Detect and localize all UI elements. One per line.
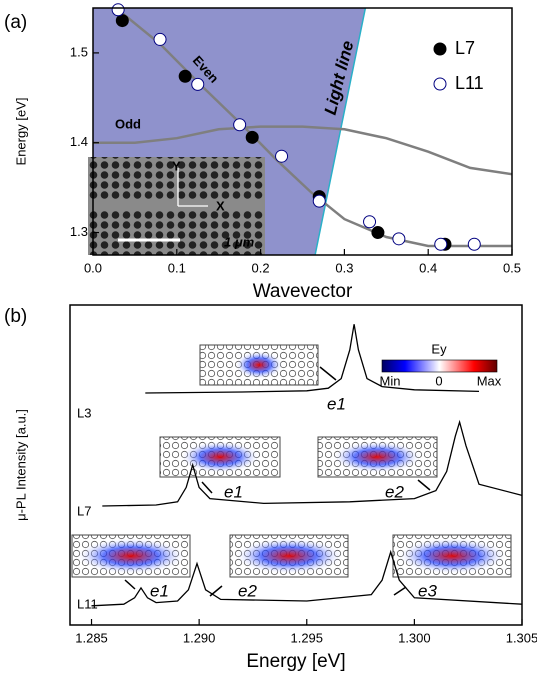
x-tick-label: 0.5 bbox=[503, 260, 521, 275]
legend-label: L7 bbox=[455, 38, 475, 58]
data-point bbox=[191, 77, 205, 91]
data-point bbox=[178, 69, 192, 83]
spectrum-label: L7 bbox=[77, 503, 91, 518]
mode-curve bbox=[93, 125, 513, 176]
series-label: Odd bbox=[115, 116, 141, 131]
mode-label: e1 bbox=[224, 482, 243, 501]
colorbar-title: Ey bbox=[431, 341, 447, 356]
data-point bbox=[371, 226, 385, 240]
data-point bbox=[245, 130, 259, 144]
arrow bbox=[201, 481, 213, 494]
data-point bbox=[363, 215, 377, 229]
colorbar bbox=[381, 359, 498, 373]
x-axis-label: Wavevector bbox=[253, 281, 353, 302]
x-tick-label: 0.2 bbox=[252, 260, 270, 275]
panel-b: Ey Min 0 Max L3 L7 L11 e1 e1 e2 e1 e2 e3 1.285 1.2… bbox=[4, 304, 537, 672]
y-tick-label: 1.3 bbox=[70, 224, 88, 239]
colorbar-label: Min bbox=[380, 373, 401, 388]
mode-label: e2 bbox=[238, 581, 257, 600]
mode-field bbox=[76, 538, 186, 574]
x-tick-label: 0.0 bbox=[84, 260, 102, 275]
x-tick-label: 1.285 bbox=[75, 630, 108, 645]
legend-label: L11 bbox=[455, 73, 484, 93]
x-tick-label: 1.305 bbox=[506, 630, 537, 645]
arrow bbox=[393, 586, 407, 596]
legend-marker bbox=[433, 77, 447, 91]
mode-field bbox=[180, 441, 260, 473]
y-tick-label: 1.5 bbox=[70, 44, 88, 59]
arrow bbox=[417, 479, 431, 491]
plot-frame bbox=[69, 304, 523, 626]
spectrum-label: L3 bbox=[77, 405, 91, 420]
data-point bbox=[312, 194, 326, 208]
data-point bbox=[467, 237, 481, 251]
spectrum bbox=[102, 419, 523, 507]
y-axis-label: Energy [eV] bbox=[13, 98, 28, 166]
x-tick-label: 1.295 bbox=[290, 630, 323, 645]
mode-label: e3 bbox=[418, 581, 437, 600]
data-point bbox=[275, 149, 289, 163]
data-point bbox=[111, 3, 125, 17]
inset-waveguide bbox=[88, 200, 265, 210]
data-point bbox=[434, 237, 448, 251]
x-axis-label: Energy [eV] bbox=[246, 651, 345, 672]
x-tick-label: 0.1 bbox=[168, 260, 186, 275]
mode-field bbox=[235, 351, 283, 379]
data-point bbox=[115, 14, 129, 28]
data-point bbox=[233, 118, 247, 132]
arrow bbox=[319, 366, 337, 381]
arrow bbox=[124, 579, 136, 590]
colorbar-label: Max bbox=[477, 373, 502, 388]
y-tick-label: 1.4 bbox=[70, 134, 88, 149]
mode-label: e2 bbox=[385, 482, 404, 501]
mode-field bbox=[397, 538, 507, 574]
mode-curve bbox=[117, 8, 512, 248]
light-line bbox=[314, 7, 367, 256]
data-point bbox=[153, 32, 167, 46]
mode-label: e1 bbox=[327, 394, 346, 413]
mode-label: e1 bbox=[150, 581, 169, 600]
colorbar-label: 0 bbox=[435, 373, 442, 388]
x-tick-label: 1.290 bbox=[183, 630, 216, 645]
x-tick-label: 1.300 bbox=[398, 630, 431, 645]
spectrum bbox=[145, 324, 480, 394]
inset-label: 1 μm bbox=[224, 234, 255, 249]
plot-frame bbox=[92, 7, 513, 256]
spectrum bbox=[91, 549, 523, 607]
panel-label: (a) bbox=[4, 12, 27, 33]
x-tick-label: 0.3 bbox=[335, 260, 353, 275]
mode-images bbox=[71, 344, 512, 578]
mode-field bbox=[234, 538, 344, 574]
data-point bbox=[392, 232, 406, 246]
panel-label: (b) bbox=[4, 306, 27, 327]
arrows bbox=[124, 366, 431, 597]
mode-field bbox=[332, 441, 422, 473]
inset-label: X bbox=[216, 198, 225, 213]
inset-label: Y bbox=[172, 158, 181, 173]
x-tick-label: 0.4 bbox=[419, 260, 437, 275]
y-axis-label: μ-PL Intensity [a.u.] bbox=[13, 409, 28, 521]
spectrum-label: L11 bbox=[77, 596, 98, 611]
legend-marker bbox=[433, 42, 447, 56]
